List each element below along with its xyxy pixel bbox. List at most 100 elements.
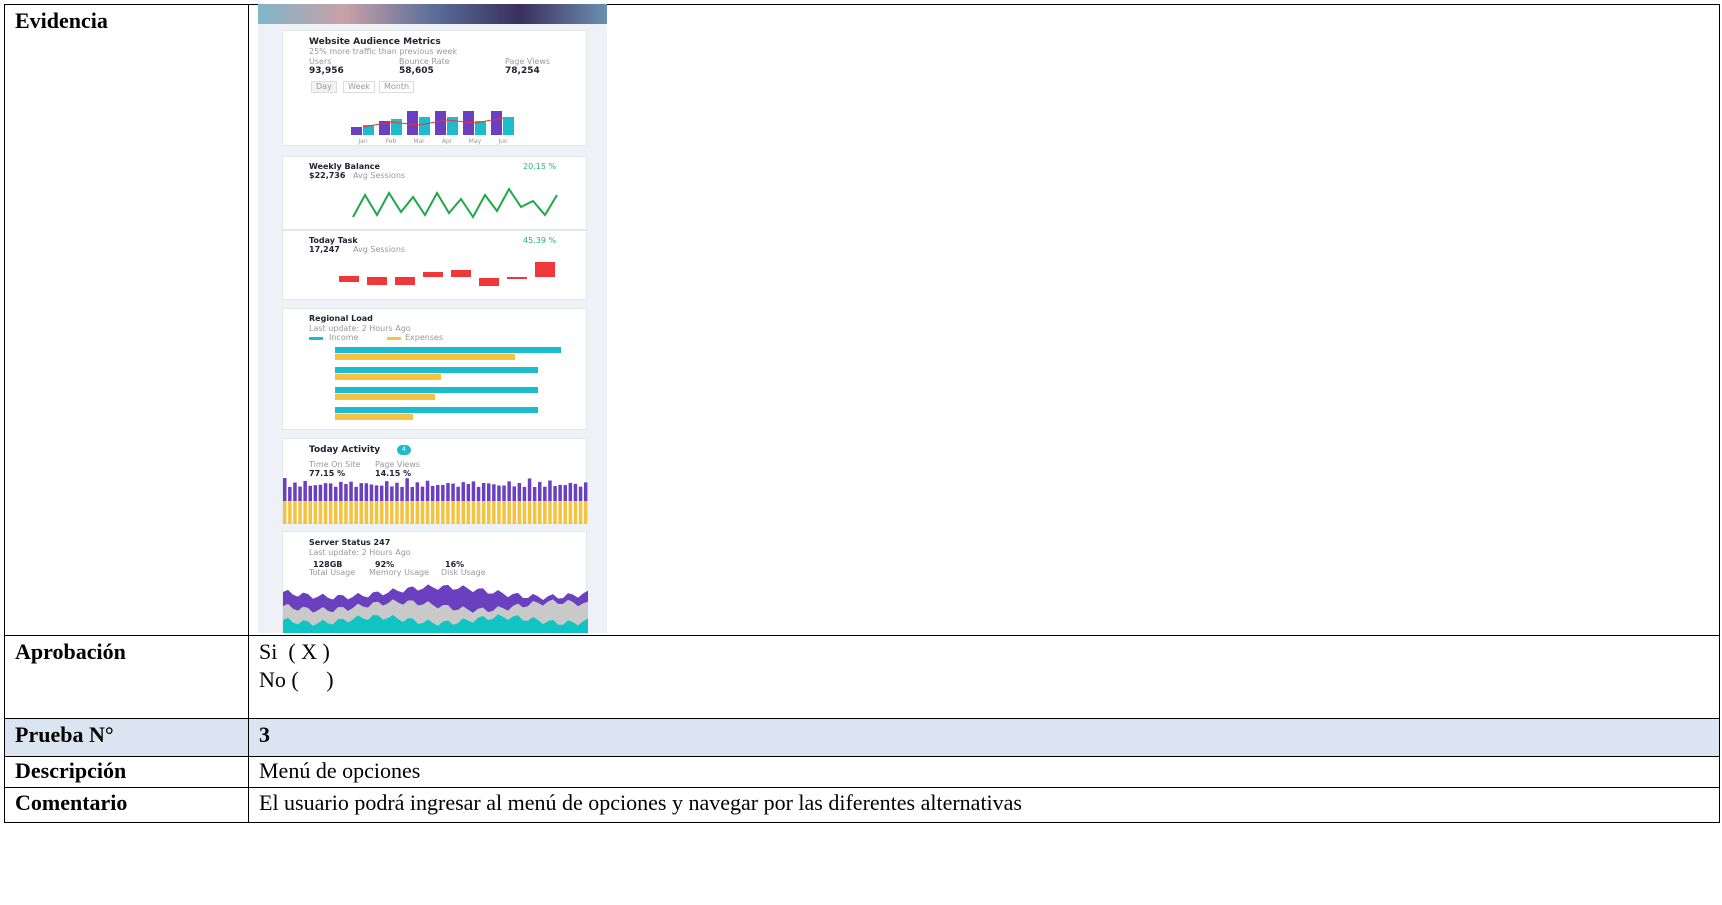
bar [335, 354, 515, 360]
task-card: Today Task 45.39 % 17,247 Avg Sessions [282, 230, 587, 300]
card-title: Today Task [309, 236, 358, 245]
bar [568, 501, 573, 524]
bar [532, 486, 537, 501]
bar [558, 484, 562, 501]
bar [471, 481, 476, 501]
bar [522, 501, 527, 524]
bar [335, 414, 413, 420]
x-label: Jan [357, 138, 367, 145]
bar [497, 501, 501, 524]
metric-label: Total Usage [309, 568, 356, 577]
bar [354, 501, 358, 524]
bar [578, 486, 583, 501]
bar [369, 501, 374, 524]
metric-label: Time On Site [309, 460, 361, 469]
bar [463, 111, 474, 135]
bar [359, 501, 363, 524]
metric-value: 77.15 % [309, 469, 346, 478]
bar [548, 501, 552, 524]
legend-swatch [309, 337, 323, 340]
server-card: Server Status 247 Last update: 2 Hours A… [282, 531, 588, 633]
bar [323, 483, 328, 501]
bar [308, 485, 312, 501]
bar [441, 484, 445, 501]
tab[interactable]: Day [311, 81, 337, 93]
card-title: Website Audience Metrics [309, 37, 441, 47]
change: 45.39 % [523, 236, 557, 245]
bar [390, 501, 394, 524]
bar [487, 483, 491, 501]
bar [364, 483, 369, 501]
legend-label: Income [329, 333, 359, 342]
bar [456, 501, 460, 524]
bar [491, 111, 502, 135]
bar [517, 482, 522, 501]
bar [407, 111, 418, 135]
bar [351, 127, 362, 135]
bar [349, 501, 353, 524]
row-label: Comentario [4, 787, 249, 823]
area [283, 614, 588, 633]
bar [308, 501, 312, 524]
bar [573, 483, 578, 501]
bar [563, 501, 567, 524]
bar [436, 485, 440, 501]
bar [446, 501, 450, 524]
bar [374, 485, 379, 501]
approval-cell: Si ( X ) No ( ) [248, 635, 1720, 719]
card-title: Server Status 247 [309, 538, 391, 547]
bar [419, 117, 430, 135]
amount: $22,736 [309, 171, 346, 180]
bar [563, 485, 567, 501]
bar [507, 481, 511, 501]
bar [538, 501, 542, 524]
bar [344, 501, 348, 524]
bar [318, 484, 323, 501]
bar [385, 501, 389, 524]
bar [400, 501, 404, 524]
tab[interactable]: Month [379, 81, 415, 93]
bar [395, 501, 399, 524]
bar [512, 486, 516, 501]
bar [334, 486, 338, 501]
bar [507, 501, 511, 524]
bar [339, 481, 343, 501]
label: Evidencia [15, 8, 108, 33]
bar [512, 501, 516, 524]
bar [313, 501, 318, 524]
bar [447, 117, 458, 135]
metric-label: Users [309, 57, 332, 66]
bar [568, 482, 573, 501]
line: Si ( X ) [259, 639, 330, 664]
bar [538, 482, 542, 501]
bar [481, 501, 486, 524]
bar [313, 485, 318, 501]
value: Menú de opciones [259, 758, 421, 783]
bar [456, 486, 460, 501]
bar [369, 484, 374, 501]
bar [461, 501, 465, 524]
bar [471, 501, 476, 524]
row-label: Evidencia [4, 4, 249, 636]
tab[interactable]: Week [343, 81, 375, 93]
bar [410, 501, 414, 524]
value: 3 [259, 722, 270, 747]
legend-swatch [387, 337, 401, 340]
bar [466, 483, 471, 501]
x-label: Apr [442, 138, 453, 145]
bar [335, 394, 435, 400]
metric-label: Bounce Rate [399, 57, 450, 66]
bar [420, 486, 425, 501]
metric-value: 58,605 [399, 66, 434, 76]
bar [318, 501, 323, 524]
bar [487, 501, 491, 524]
bar [497, 485, 501, 501]
area-decoration [283, 584, 588, 633]
label: Prueba N° [15, 722, 114, 747]
bar [420, 501, 425, 524]
bar [543, 501, 547, 524]
bar [379, 121, 390, 135]
bar [349, 481, 353, 501]
bar [405, 478, 409, 501]
bar [335, 407, 538, 413]
